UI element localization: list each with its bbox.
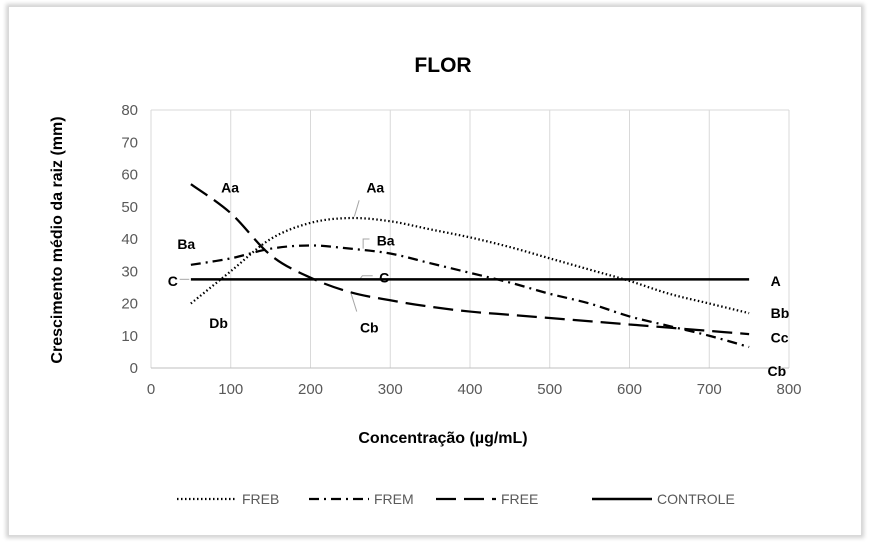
- x-tick-label: 200: [298, 381, 323, 398]
- annotation-leader: [359, 275, 373, 280]
- annotation-label: C: [168, 273, 178, 289]
- x-axis-title: Concentração (µg/mL): [358, 430, 527, 447]
- x-tick-label: 300: [378, 381, 403, 398]
- y-tick-label: 50: [121, 199, 138, 216]
- y-tick-label: 30: [121, 263, 138, 280]
- y-tick-label: 0: [130, 360, 138, 377]
- line-chart: 0 100 200 300 400 500 600 700 800 0 10 20 30 40 50 60 70…: [49, 54, 802, 507]
- annotations: Aa Aa Ba Ba C C A Db Cb Bb Cc Cb: [168, 179, 790, 379]
- annotation-label: A: [771, 273, 781, 289]
- y-axis-title: Crescimento médio da raiz (mm): [49, 116, 66, 363]
- legend-label-freb: FREB: [242, 491, 279, 507]
- annotation-leader: [350, 293, 358, 312]
- annotation-leader: [362, 238, 370, 249]
- x-tick-label: 400: [457, 381, 482, 398]
- grid-lines: [150, 109, 790, 368]
- annotation-leaders: [179, 200, 373, 312]
- annotation-leader: [353, 200, 360, 217]
- annotation-label: Bb: [771, 305, 790, 321]
- chart-title: FLOR: [414, 54, 471, 77]
- y-tick-label: 20: [121, 296, 138, 313]
- legend-label-free: FREE: [501, 491, 538, 507]
- x-tick-label: 700: [697, 381, 722, 398]
- annotation-label: C: [379, 270, 389, 286]
- annotation-label: Ba: [177, 236, 195, 252]
- chart-frame: 0 100 200 300 400 500 600 700 800 0 10 20 30 40 50 60 70…: [8, 6, 862, 536]
- x-tick-label: 800: [776, 381, 801, 398]
- y-tick-label: 60: [121, 167, 138, 184]
- x-tick-label: 0: [147, 381, 155, 398]
- annotation-label: Aa: [221, 179, 239, 195]
- series-line-free: [190, 183, 750, 336]
- legend-label-controle: CONTROLE: [657, 491, 735, 507]
- x-tick-label: 600: [617, 381, 642, 398]
- legend-label-frem: FREM: [374, 491, 414, 507]
- series-line-frem: [190, 244, 750, 349]
- annotation-label: Db: [209, 315, 228, 331]
- y-tick-label: 40: [121, 231, 138, 248]
- annotation-label: Cb: [360, 320, 379, 336]
- y-tick-label: 70: [121, 134, 138, 151]
- annotation-label: Cc: [771, 329, 789, 345]
- x-tick-label: 100: [218, 381, 243, 398]
- legend: FREB FREM FREE CONTROLE: [177, 491, 735, 507]
- annotation-label: Ba: [377, 233, 395, 249]
- x-tick-label: 500: [537, 381, 562, 398]
- y-tick-label: 10: [121, 328, 138, 345]
- annotation-label: Cb: [767, 363, 786, 379]
- axes: 0 100 200 300 400 500 600 700 800 0 10 20 30 40 50 60 70…: [121, 102, 801, 398]
- annotation-label: Aa: [366, 179, 384, 195]
- series-lines: [190, 183, 750, 349]
- y-tick-label: 80: [121, 102, 138, 119]
